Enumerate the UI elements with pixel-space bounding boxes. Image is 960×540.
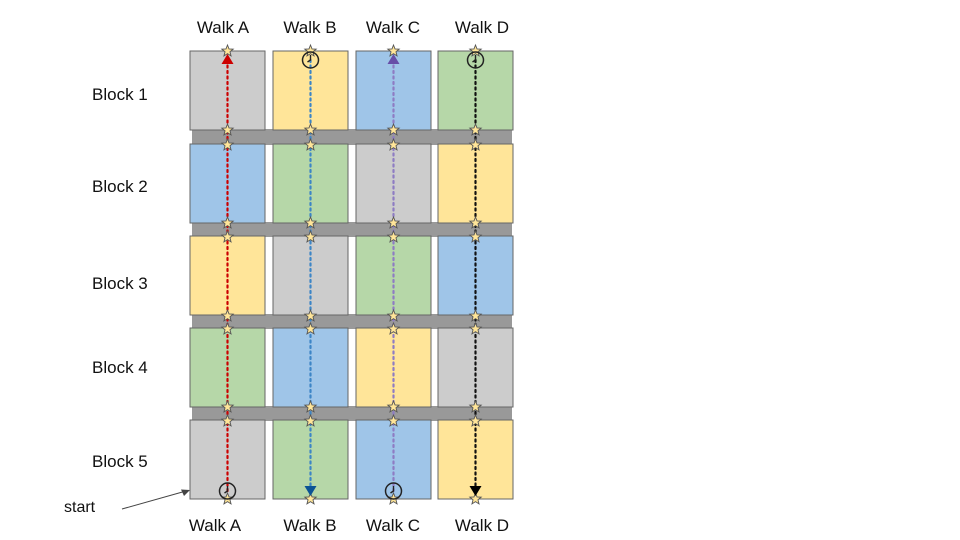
star-icon [386, 137, 401, 151]
triangle-up-icon [387, 54, 400, 64]
column-header-walk-b: Walk B [283, 18, 337, 37]
clock-icon [301, 51, 320, 69]
star-icon [220, 43, 235, 57]
row-label-block-3: Block 3 [92, 274, 148, 293]
star-icon [303, 43, 318, 57]
star-icon [303, 399, 318, 413]
star-icon [386, 308, 401, 322]
star-icon [303, 321, 318, 335]
star-icon [468, 413, 483, 427]
star-icon [468, 122, 483, 136]
start-label: start [64, 499, 96, 516]
star-icon [468, 308, 483, 322]
star-icon [220, 308, 235, 322]
star-icon [220, 321, 235, 335]
star-icon [303, 137, 318, 151]
block-separator [192, 406, 512, 421]
star-icon [386, 399, 401, 413]
block-separator [192, 222, 512, 237]
star-icon [386, 321, 401, 335]
block-separator [192, 129, 512, 145]
clock-hands [307, 55, 312, 63]
row-label-block-1: Block 1 [92, 85, 148, 104]
start-arrow-head-icon [181, 489, 190, 496]
column-header-walk-d: Walk D [454, 18, 510, 37]
clock-face [466, 51, 485, 69]
clock-hands [472, 55, 477, 63]
star-icon [468, 321, 483, 335]
star-icon [303, 229, 318, 243]
star-icon [220, 215, 235, 229]
row-label-block-2: Block 2 [92, 177, 148, 196]
clock-hands [224, 486, 229, 494]
column-footer-walk-a: Walk A [188, 516, 242, 535]
start-arrow-line [121, 490, 187, 510]
star-icon [468, 43, 483, 57]
star-icon [468, 215, 483, 229]
star-icon [386, 122, 401, 136]
star-icon [220, 137, 235, 151]
star-icon [220, 229, 235, 243]
triangle-down-icon [469, 486, 482, 496]
clock-face [218, 482, 237, 500]
block-separator [192, 314, 512, 329]
clock-icon [218, 482, 237, 500]
star-icon [386, 43, 401, 57]
clock-icon [384, 482, 403, 500]
star-icon [468, 399, 483, 413]
column-footer-walk-b: Walk B [283, 516, 337, 535]
row-label-block-4: Block 4 [92, 358, 148, 377]
triangle-up-icon [221, 54, 234, 64]
star-icon [468, 137, 483, 151]
star-icon [468, 229, 483, 243]
row-label-block-5: Block 5 [92, 452, 148, 471]
column-header-walk-c: Walk C [365, 18, 421, 37]
star-icon [468, 491, 483, 505]
star-icon [303, 413, 318, 427]
star-icon [386, 215, 401, 229]
star-icon [303, 491, 318, 505]
column-footer-walk-c: Walk C [365, 516, 421, 535]
triangle-down-icon [304, 486, 317, 496]
star-icon [220, 122, 235, 136]
star-icon [303, 215, 318, 229]
clock-face [384, 482, 403, 500]
clock-icon [466, 51, 485, 69]
star-icon [303, 308, 318, 322]
clock-hands [390, 486, 395, 494]
star-icon [220, 413, 235, 427]
star-icon [220, 399, 235, 413]
star-icon [386, 229, 401, 243]
clock-face [301, 51, 320, 69]
star-icon [386, 413, 401, 427]
star-icon [303, 122, 318, 136]
column-footer-walk-d: Walk D [454, 516, 510, 535]
column-header-walk-a: Walk A [196, 18, 250, 37]
